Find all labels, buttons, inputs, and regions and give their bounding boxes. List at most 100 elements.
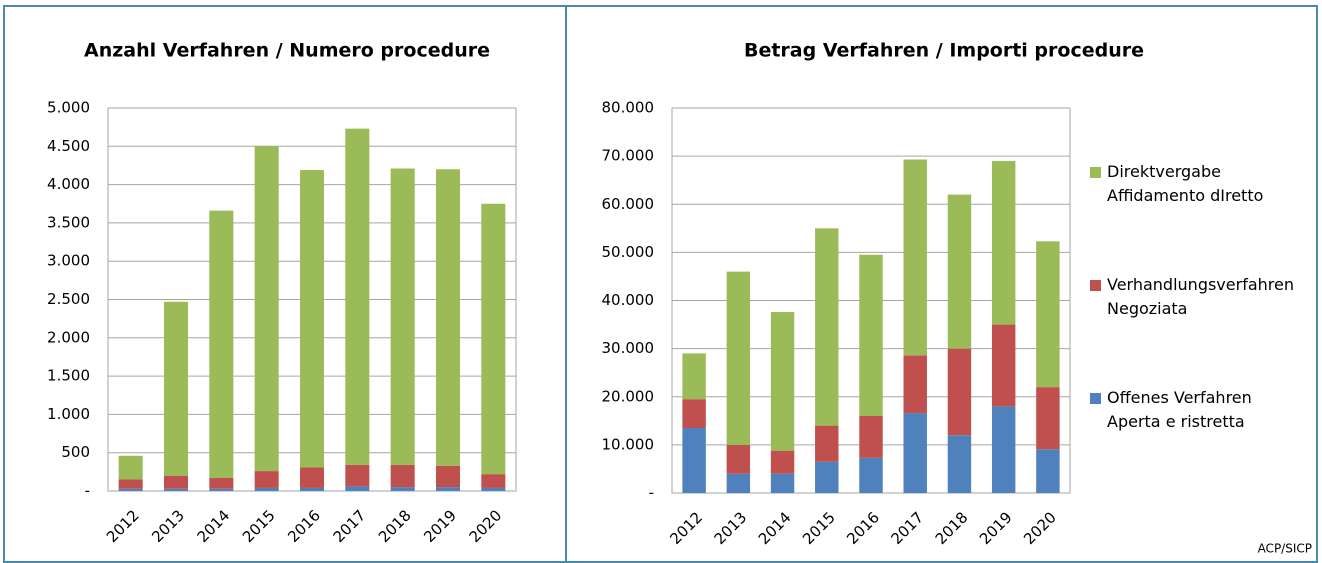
y-tick-label: - (85, 482, 90, 500)
bar-segment (1036, 449, 1060, 493)
bar-segment (118, 479, 143, 489)
y-tick-label: 3.000 (47, 252, 90, 270)
bar-segment (209, 477, 234, 489)
bar-segment (254, 471, 279, 488)
y-tick-label: 70.000 (602, 147, 655, 165)
bar-segment (859, 457, 883, 493)
y-tick-label: 4.500 (47, 137, 90, 155)
legend-swatch (1090, 280, 1101, 291)
bar-segment (163, 475, 189, 489)
bar-segment (815, 228, 839, 426)
x-tick-label: 2018 (375, 506, 415, 546)
chart-title: Betrag Verfahren / Importi procedure (744, 40, 1144, 62)
bar-segment (345, 128, 370, 465)
bar-segment (254, 146, 279, 472)
x-tick-label: 2013 (148, 506, 188, 546)
bar-segment (726, 473, 751, 493)
bar-segment (726, 444, 751, 474)
legend-swatch (1090, 393, 1101, 404)
bar-segment (947, 435, 972, 493)
x-tick-label: 2016 (843, 508, 883, 548)
legend-swatch (1090, 167, 1101, 178)
x-tick-label: 2013 (711, 508, 751, 548)
bar-segment (770, 473, 795, 493)
bar-segment (209, 210, 234, 478)
y-tick-label: 60.000 (602, 195, 655, 213)
bar-segment (903, 159, 927, 356)
bar-segment (859, 254, 883, 416)
bar-segment (435, 169, 461, 466)
y-tick-label: 2.000 (47, 328, 90, 346)
bar-segment (903, 355, 927, 414)
bar-segment (1036, 241, 1060, 388)
bar-segment (481, 474, 506, 488)
bar-segment (859, 416, 883, 458)
x-tick-label: 2019 (976, 508, 1016, 548)
legend-label: Verhandlungsverfahren Negoziata (1107, 275, 1294, 318)
bar-segment (481, 203, 506, 475)
y-tick-label: 80.000 (602, 99, 655, 117)
x-tick-label: 2012 (103, 506, 143, 546)
y-tick-label: 1.500 (47, 367, 90, 385)
y-tick-label: 5.000 (47, 99, 90, 117)
y-tick-label: 1.000 (47, 405, 90, 423)
bar-segment (726, 271, 751, 445)
x-tick-label: 2015 (799, 508, 839, 548)
x-tick-label: 2012 (666, 508, 706, 548)
x-tick-label: 2018 (932, 508, 972, 548)
bar-segment (390, 168, 415, 465)
legend-label: Direktvergabe Affidamento dIretto (1107, 162, 1264, 205)
bar-segment (299, 170, 325, 468)
bar-segment (118, 488, 143, 491)
bar-segment (1036, 387, 1060, 450)
bar-segment (682, 353, 706, 400)
bar-segment (947, 194, 972, 349)
source: ACP/SICP (1258, 542, 1312, 556)
x-tick-label: 2014 (755, 508, 795, 548)
bar-segment (299, 467, 325, 488)
x-tick-label: 2017 (888, 508, 928, 548)
bar-segment (435, 465, 461, 488)
bar-segment (770, 450, 795, 474)
bar-segment (209, 488, 234, 491)
bar-segment (481, 487, 506, 491)
x-tick-label: 2016 (284, 506, 324, 546)
bar-segment (254, 487, 279, 491)
chart-title: Anzahl Verfahren / Numero procedure (84, 40, 490, 62)
bar-segment (947, 348, 972, 436)
bar-segment (118, 455, 143, 480)
bar-segment (991, 406, 1016, 493)
y-tick-label: 3.500 (47, 213, 90, 231)
bar-segment (991, 160, 1016, 325)
y-tick-label: 30.000 (602, 339, 655, 357)
x-tick-label: 2020 (1020, 508, 1060, 548)
x-tick-label: 2017 (330, 506, 370, 546)
y-tick-label: 500 (61, 443, 90, 461)
bar-segment (770, 312, 795, 451)
y-tick-label: 20.000 (602, 387, 655, 405)
bar-segment (163, 488, 189, 491)
bar-segment (345, 464, 370, 487)
bar-segment (163, 301, 189, 476)
x-tick-label: 2020 (466, 506, 506, 546)
x-tick-label: 2014 (194, 506, 234, 546)
bar-segment (815, 461, 839, 493)
y-tick-label: 40.000 (602, 291, 655, 309)
bar-segment (299, 487, 325, 491)
bar-segment (345, 486, 370, 491)
y-tick-label: 4.000 (47, 175, 90, 193)
legend-label: Offenes Verfahren Aperta e ristretta (1107, 388, 1252, 431)
bar-segment (390, 464, 415, 488)
x-tick-label: 2015 (239, 506, 279, 546)
y-tick-label: 10.000 (602, 435, 655, 453)
bar-segment (390, 487, 415, 491)
bar-segment (682, 428, 706, 493)
bar-segment (815, 425, 839, 462)
bar-segment (991, 324, 1016, 407)
bar-segment (682, 399, 706, 429)
y-tick-label: - (649, 484, 654, 502)
frame (3, 5, 1318, 563)
y-tick-label: 50.000 (602, 243, 655, 261)
bar-segment (435, 487, 461, 491)
